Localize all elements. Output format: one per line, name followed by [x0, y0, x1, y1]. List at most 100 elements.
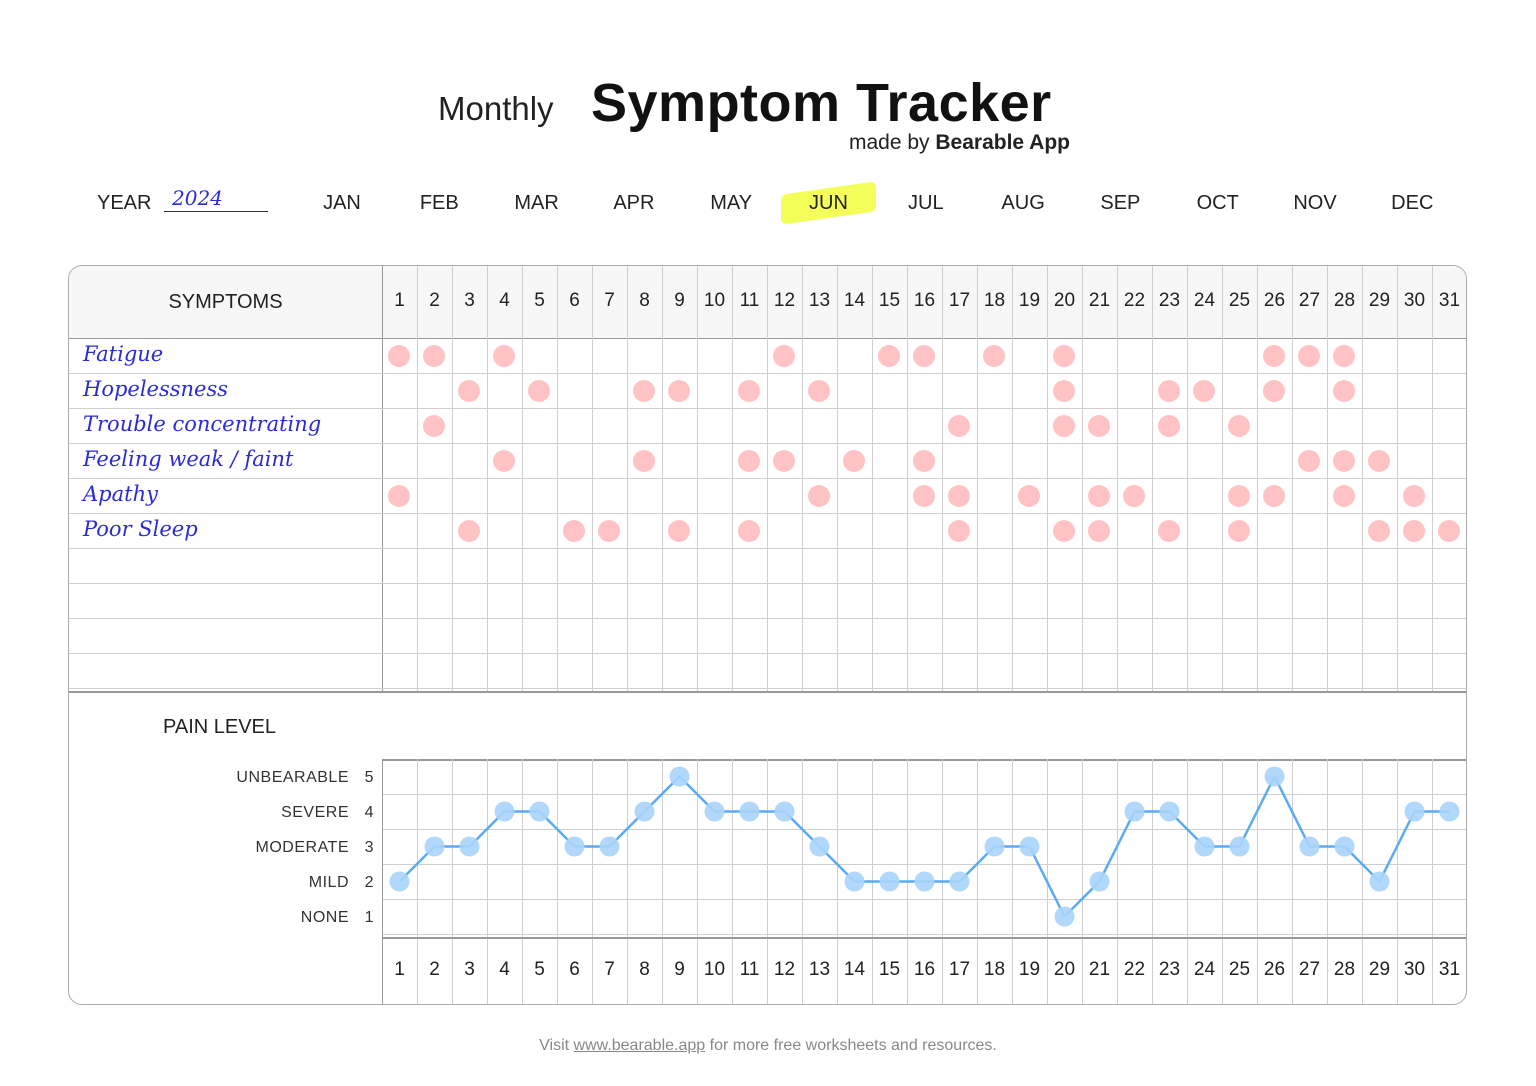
pain-point[interactable]	[1159, 801, 1180, 822]
pain-point[interactable]	[599, 836, 620, 857]
pain-point[interactable]	[669, 766, 690, 787]
symptom-dot[interactable]	[598, 520, 620, 542]
month-dec[interactable]: DEC	[1391, 192, 1434, 214]
symptom-dot[interactable]	[493, 345, 515, 367]
symptom-dot[interactable]	[1053, 415, 1075, 437]
pain-point[interactable]	[1299, 836, 1320, 857]
symptom-dot[interactable]	[1403, 520, 1425, 542]
symptom-dot[interactable]	[1263, 380, 1285, 402]
symptom-dot[interactable]	[493, 450, 515, 472]
symptom-dot[interactable]	[423, 415, 445, 437]
symptom-dot[interactable]	[1088, 415, 1110, 437]
symptom-dot[interactable]	[948, 415, 970, 437]
symptom-dot[interactable]	[1263, 345, 1285, 367]
symptom-dot[interactable]	[913, 450, 935, 472]
pain-point[interactable]	[1439, 801, 1460, 822]
symptom-dot[interactable]	[388, 485, 410, 507]
symptom-dot[interactable]	[1158, 520, 1180, 542]
month-nov[interactable]: NOV	[1293, 192, 1337, 214]
symptom-dot[interactable]	[913, 345, 935, 367]
symptom-dot[interactable]	[1228, 415, 1250, 437]
symptom-dot[interactable]	[388, 345, 410, 367]
symptom-dot[interactable]	[1263, 485, 1285, 507]
symptom-dot[interactable]	[633, 450, 655, 472]
symptom-dot[interactable]	[668, 520, 690, 542]
pain-point[interactable]	[1369, 871, 1390, 892]
symptom-dot[interactable]	[1228, 520, 1250, 542]
symptom-dot[interactable]	[1333, 380, 1355, 402]
pain-point[interactable]	[1264, 766, 1285, 787]
pain-point[interactable]	[564, 836, 585, 857]
month-oct[interactable]: OCT	[1196, 192, 1239, 214]
symptom-dot[interactable]	[1333, 485, 1355, 507]
symptom-dot[interactable]	[1368, 520, 1390, 542]
pain-point[interactable]	[739, 801, 760, 822]
pain-point[interactable]	[1404, 801, 1425, 822]
symptom-dot[interactable]	[1228, 485, 1250, 507]
pain-point[interactable]	[809, 836, 830, 857]
year-field[interactable]: 2024	[164, 186, 268, 212]
pain-point[interactable]	[494, 801, 515, 822]
symptom-dot[interactable]	[808, 485, 830, 507]
symptom-dot[interactable]	[1088, 485, 1110, 507]
symptom-dot[interactable]	[1333, 345, 1355, 367]
symptom-dot[interactable]	[458, 520, 480, 542]
symptom-dot[interactable]	[1053, 520, 1075, 542]
symptom-dot[interactable]	[528, 380, 550, 402]
symptom-dot[interactable]	[913, 485, 935, 507]
pain-point[interactable]	[1229, 836, 1250, 857]
pain-point[interactable]	[389, 871, 410, 892]
symptom-dot[interactable]	[948, 520, 970, 542]
symptom-dot[interactable]	[738, 520, 760, 542]
symptom-dot[interactable]	[1298, 450, 1320, 472]
symptom-dot[interactable]	[1298, 345, 1320, 367]
pain-point[interactable]	[984, 836, 1005, 857]
symptom-dot[interactable]	[1368, 450, 1390, 472]
symptom-dot[interactable]	[423, 345, 445, 367]
symptom-dot[interactable]	[1053, 345, 1075, 367]
pain-point[interactable]	[529, 801, 550, 822]
month-apr[interactable]: APR	[613, 192, 655, 214]
symptom-dot[interactable]	[808, 380, 830, 402]
symptom-dot[interactable]	[1193, 380, 1215, 402]
pain-point[interactable]	[1019, 836, 1040, 857]
symptom-dot[interactable]	[1403, 485, 1425, 507]
symptom-dot[interactable]	[563, 520, 585, 542]
pain-point[interactable]	[949, 871, 970, 892]
symptom-dot[interactable]	[1053, 380, 1075, 402]
symptom-dot[interactable]	[878, 345, 900, 367]
month-feb[interactable]: FEB	[419, 192, 459, 214]
symptom-dot[interactable]	[1088, 520, 1110, 542]
symptom-dot[interactable]	[948, 485, 970, 507]
pain-point[interactable]	[774, 801, 795, 822]
month-jan[interactable]: JAN	[323, 192, 361, 214]
symptom-dot[interactable]	[668, 380, 690, 402]
month-jun[interactable]: JUN	[809, 192, 848, 214]
symptom-dot[interactable]	[1158, 415, 1180, 437]
pain-point[interactable]	[704, 801, 725, 822]
symptom-dot[interactable]	[983, 345, 1005, 367]
footer-link[interactable]: www.bearable.app	[573, 1037, 706, 1054]
month-sep[interactable]: SEP	[1100, 192, 1141, 214]
symptom-dot[interactable]	[738, 450, 760, 472]
symptom-dot[interactable]	[1333, 450, 1355, 472]
symptom-dot[interactable]	[738, 380, 760, 402]
symptom-dot[interactable]	[1158, 380, 1180, 402]
pain-point[interactable]	[634, 801, 655, 822]
symptom-dot[interactable]	[633, 380, 655, 402]
pain-point[interactable]	[1124, 801, 1145, 822]
symptom-dot[interactable]	[773, 450, 795, 472]
pain-point[interactable]	[459, 836, 480, 857]
symptom-dot[interactable]	[1123, 485, 1145, 507]
pain-point[interactable]	[879, 871, 900, 892]
month-mar[interactable]: MAR	[514, 192, 559, 214]
pain-point[interactable]	[914, 871, 935, 892]
symptom-dot[interactable]	[843, 450, 865, 472]
month-jul[interactable]: JUL	[908, 192, 944, 214]
symptom-dot[interactable]	[1018, 485, 1040, 507]
pain-point[interactable]	[1334, 836, 1355, 857]
month-aug[interactable]: AUG	[1001, 192, 1045, 214]
pain-point[interactable]	[1194, 836, 1215, 857]
pain-point[interactable]	[844, 871, 865, 892]
pain-point[interactable]	[424, 836, 445, 857]
